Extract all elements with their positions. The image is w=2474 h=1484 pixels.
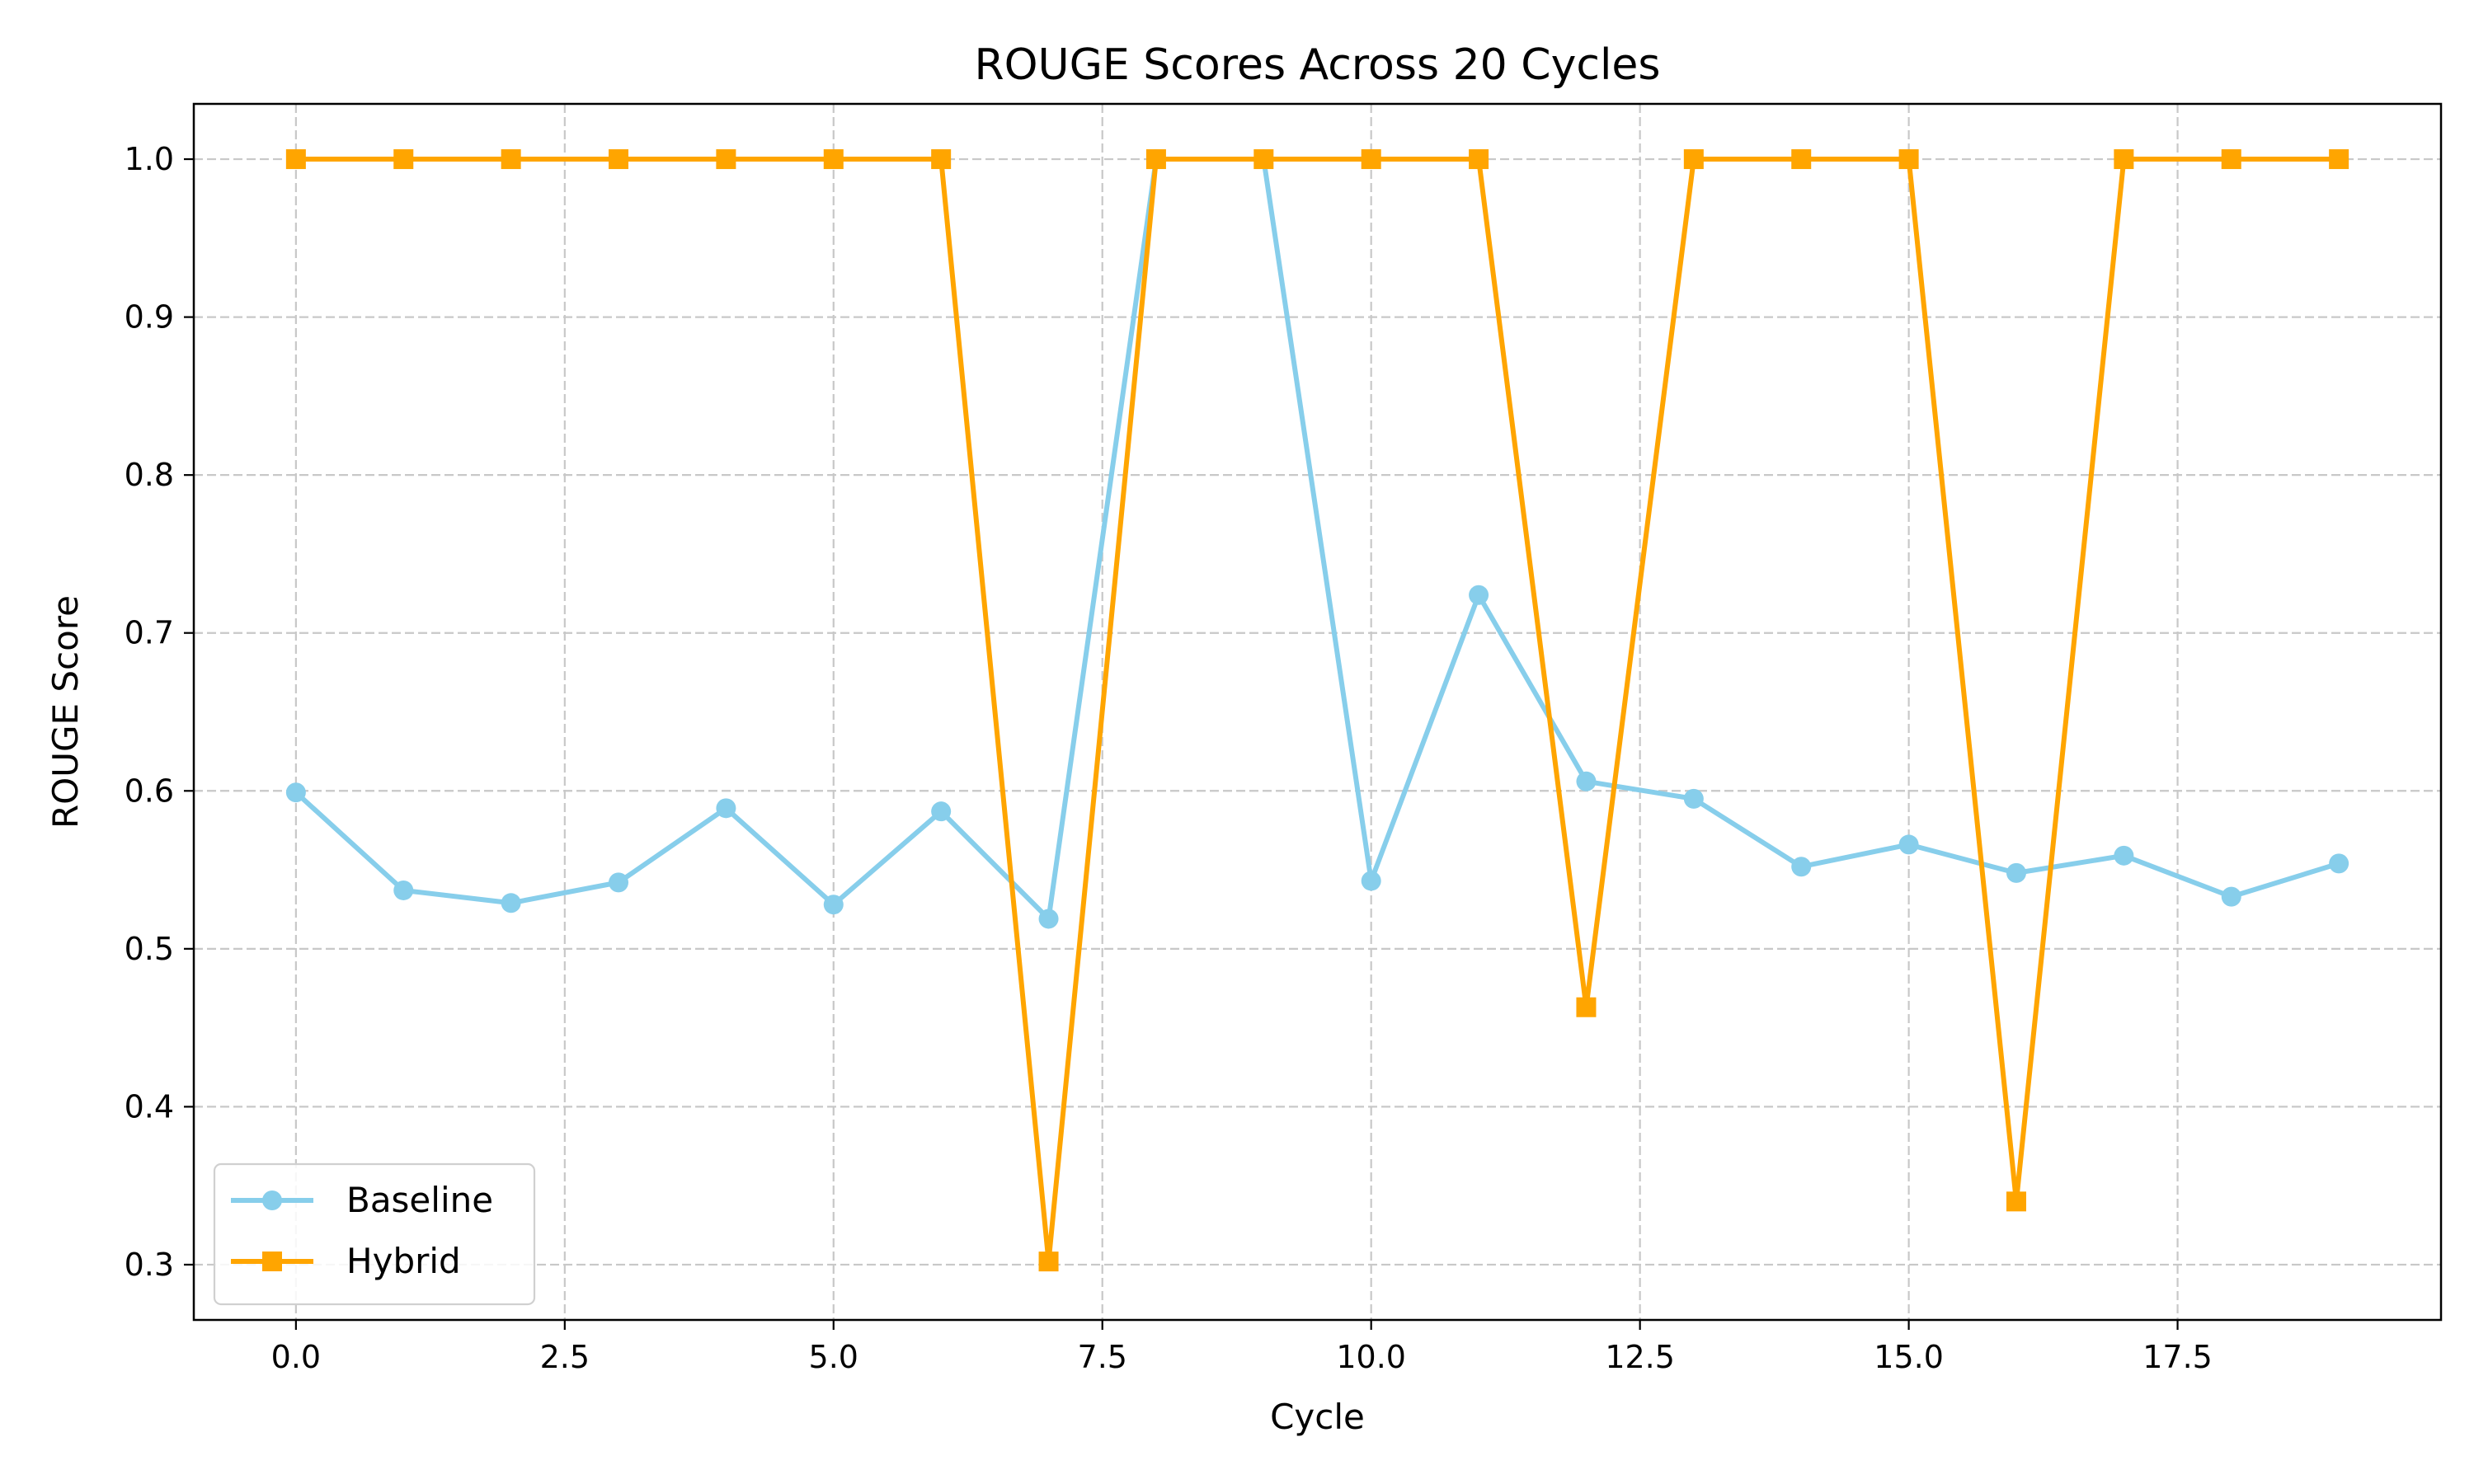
data-point-baseline [1683, 788, 1704, 809]
data-point-baseline [1791, 857, 1812, 877]
data-point-hybrid [1038, 1252, 1059, 1272]
series-hybrid [285, 149, 2349, 1272]
data-point-hybrid [1361, 149, 1381, 170]
data-point-baseline [501, 893, 521, 913]
x-tick-label: 17.5 [2142, 1339, 2213, 1375]
data-point-hybrid [1253, 149, 1274, 170]
data-point-hybrid [393, 149, 414, 170]
legend-item-hybrid: Hybrid [231, 1241, 461, 1281]
data-point-baseline [1576, 771, 1597, 791]
data-point-hybrid [285, 149, 306, 170]
data-point-hybrid [501, 149, 521, 170]
data-point-baseline [1898, 834, 1919, 855]
data-point-baseline [1038, 909, 1059, 929]
data-point-hybrid [1898, 149, 1919, 170]
x-tick-label: 7.5 [1078, 1339, 1127, 1375]
y-tick-label: 0.9 [125, 299, 174, 336]
data-point-hybrid [1145, 149, 1166, 170]
data-point-baseline [2221, 886, 2241, 907]
data-point-baseline [2329, 853, 2349, 874]
data-point-hybrid [1683, 149, 1704, 170]
y-tick-label: 0.8 [125, 457, 174, 493]
data-point-hybrid [2329, 149, 2349, 170]
data-point-hybrid [2006, 1191, 2026, 1212]
y-tick-label: 0.4 [125, 1088, 174, 1125]
data-point-baseline [1361, 871, 1381, 891]
y-tick-label: 0.6 [125, 773, 174, 809]
data-point-baseline [2114, 845, 2134, 866]
y-axis-label: ROUGE Score [45, 595, 86, 829]
axis-ticks: 0.0 2.5 5.0 7.5 10.0 12.5 15.0 17.5 0.3 0.4 0.5 0.6… [125, 141, 2213, 1375]
plot-area-frame [192, 102, 2443, 1322]
x-axis-label: Cycle [1270, 1397, 1365, 1437]
data-point-baseline [716, 798, 736, 819]
data-point-hybrid [1791, 149, 1812, 170]
legend-label: Baseline [346, 1180, 493, 1220]
data-point-baseline [823, 895, 844, 915]
chart-title: ROUGE Scores Across 20 Cycles [975, 40, 1661, 90]
y-tick-label: 0.5 [125, 931, 174, 967]
x-tick-label: 15.0 [1874, 1339, 1944, 1375]
data-point-baseline [393, 880, 414, 900]
legend-item-baseline: Baseline [231, 1180, 493, 1220]
data-point-hybrid [716, 149, 736, 170]
x-tick-label: 2.5 [540, 1339, 590, 1375]
legend: Baseline Hybrid [213, 1162, 536, 1306]
data-point-baseline [2006, 862, 2026, 883]
data-point-hybrid [2221, 149, 2241, 170]
plot-series [285, 149, 2349, 1272]
data-point-hybrid [931, 149, 952, 170]
x-tick-label: 12.5 [1605, 1339, 1675, 1375]
series-line-baseline [293, 157, 2342, 922]
data-point-hybrid [1576, 997, 1597, 1017]
data-point-baseline [1469, 585, 1489, 605]
series-baseline [285, 149, 2349, 929]
legend-swatch-marker [262, 1190, 282, 1210]
data-point-hybrid [2114, 149, 2134, 170]
y-tick-label: 0.7 [125, 615, 174, 651]
x-tick-label: 10.0 [1336, 1339, 1406, 1375]
x-tick-label: 5.0 [809, 1339, 858, 1375]
data-point-hybrid [609, 149, 629, 170]
legend-label: Hybrid [346, 1241, 461, 1281]
y-tick-label: 0.3 [125, 1247, 174, 1283]
data-point-baseline [609, 872, 629, 893]
data-point-hybrid [1469, 149, 1489, 170]
data-point-baseline [285, 782, 306, 803]
x-tick-label: 0.0 [271, 1339, 321, 1375]
legend-swatch-marker [262, 1252, 282, 1271]
data-point-baseline [931, 801, 952, 822]
series-line-hybrid [293, 157, 2342, 1265]
data-point-hybrid [823, 149, 844, 170]
y-tick-label: 1.0 [125, 141, 174, 177]
